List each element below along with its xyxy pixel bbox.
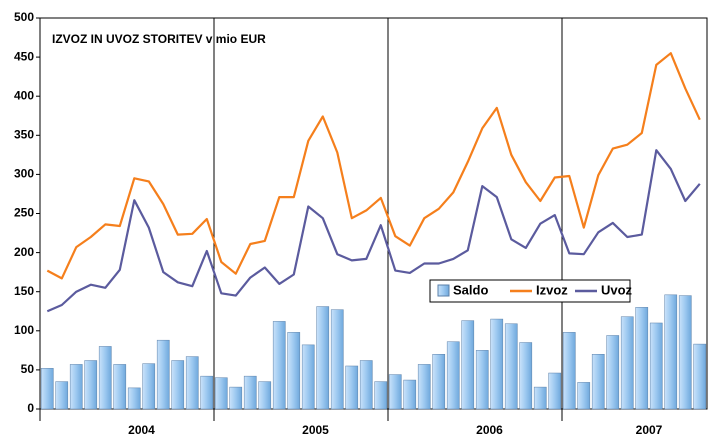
y-tick-label: 500 <box>14 10 34 24</box>
bar <box>156 339 170 410</box>
y-tick-label: 350 <box>14 127 34 141</box>
bar <box>533 386 547 410</box>
bar <box>127 387 141 410</box>
legend-label: Uvoz <box>601 282 633 297</box>
bar <box>40 368 54 410</box>
bar <box>171 360 185 410</box>
bar <box>330 309 344 410</box>
y-tick-label: 450 <box>14 49 34 63</box>
bar <box>185 356 199 410</box>
bar <box>461 320 475 410</box>
line <box>46 52 701 280</box>
bar <box>417 364 431 410</box>
plot-area <box>39 17 708 410</box>
bar <box>664 294 678 410</box>
bar <box>200 375 214 410</box>
bar <box>229 386 243 410</box>
bar <box>649 322 663 410</box>
bar <box>272 321 286 410</box>
bar <box>345 365 359 410</box>
bar <box>316 306 330 410</box>
bar <box>519 342 533 410</box>
x-tick-label: 2004 <box>128 423 155 437</box>
bar <box>301 344 315 410</box>
bar <box>55 381 69 410</box>
line <box>46 149 701 313</box>
bar <box>591 354 605 410</box>
y-tick-label: 400 <box>14 88 34 102</box>
bar <box>214 377 228 410</box>
bar <box>562 332 576 410</box>
bar <box>84 360 98 410</box>
bar <box>374 381 388 410</box>
x-tick-label: 2006 <box>476 423 503 437</box>
bar <box>504 323 518 410</box>
chart-title: IZVOZ IN UVOZ STORITEV v mio EUR <box>52 32 266 46</box>
bar <box>287 332 301 410</box>
bar <box>98 346 112 410</box>
y-tick-label: 300 <box>14 167 34 181</box>
x-tick-label: 2007 <box>636 423 663 437</box>
y-tick-label: 250 <box>14 206 34 220</box>
bar <box>475 350 489 410</box>
bar <box>142 363 156 410</box>
bar <box>403 379 417 410</box>
y-tick-label: 50 <box>21 362 35 376</box>
legend-swatch <box>437 284 450 297</box>
y-tick-label: 200 <box>14 245 34 259</box>
bar <box>243 375 257 410</box>
bar <box>548 372 562 410</box>
bar <box>577 382 591 410</box>
bar <box>693 343 707 410</box>
bar <box>678 295 692 410</box>
legend-label: Saldo <box>453 282 488 297</box>
bar <box>432 354 446 410</box>
bar <box>606 335 620 410</box>
legend-label: Izvoz <box>536 282 568 297</box>
x-tick-label: 2005 <box>302 423 329 437</box>
y-tick-label: 100 <box>14 323 34 337</box>
bar <box>620 316 634 410</box>
bar <box>69 364 83 410</box>
bar <box>388 374 402 410</box>
bar <box>490 318 504 410</box>
bar <box>113 364 127 410</box>
y-tick-label: 0 <box>27 401 34 415</box>
y-tick-label: 150 <box>14 284 34 298</box>
bar <box>635 307 649 410</box>
bar <box>258 381 272 410</box>
bar <box>446 341 460 410</box>
bar <box>359 360 373 410</box>
